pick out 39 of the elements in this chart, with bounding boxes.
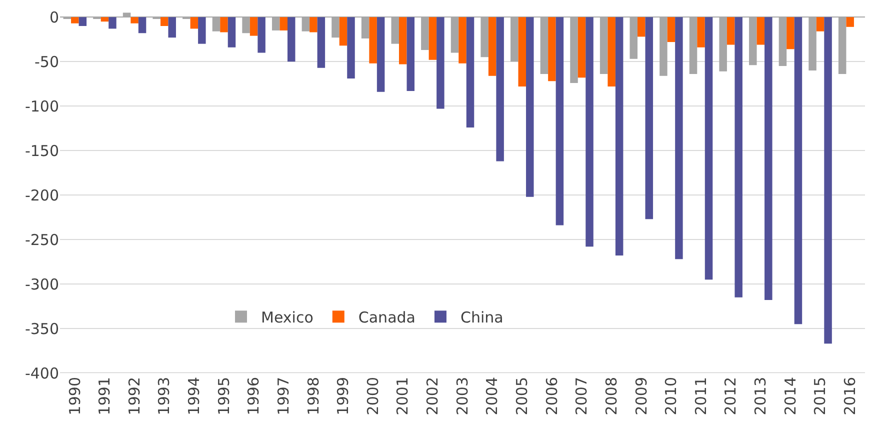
x-tick-label: 1997	[274, 377, 292, 416]
y-tick-label: -400	[24, 364, 59, 382]
y-tick-label: 0	[49, 8, 59, 26]
x-tick-label: 1993	[155, 377, 174, 416]
x-tick-label: 2003	[453, 377, 472, 416]
x-tick-label: 2002	[424, 377, 442, 416]
x-tick-label: 2011	[692, 377, 710, 416]
x-tick-label: 1995	[214, 377, 233, 416]
x-tick-label: 2015	[811, 377, 830, 416]
legend-label: Mexico	[261, 308, 314, 326]
x-tick-label: 2010	[662, 377, 680, 416]
x-tick-label: 2016	[840, 377, 859, 416]
x-tick-label: 2000	[364, 377, 382, 416]
x-tick-label: 2008	[602, 377, 620, 416]
y-tick-label: -150	[24, 142, 59, 160]
x-tick-label: 1999	[334, 377, 352, 416]
x-tick-label: 2009	[632, 377, 650, 416]
legend-label: China	[460, 308, 504, 326]
legend-label: Canada	[358, 308, 416, 326]
x-tick-label: 2004	[483, 377, 502, 416]
y-tick-label: -300	[24, 275, 59, 294]
x-tick-label: 2014	[781, 377, 800, 416]
y-tick-label: -50	[34, 52, 59, 71]
x-tick-label: 2007	[572, 377, 591, 416]
x-tick-label: 1996	[244, 377, 263, 416]
x-tick-label: 1991	[96, 377, 114, 416]
x-tick-label: 1994	[185, 377, 204, 416]
y-tick-label: -100	[24, 97, 59, 116]
y-tick-label: -250	[24, 230, 59, 249]
x-tick-label: 1990	[66, 377, 84, 416]
x-tick-label: 2013	[752, 377, 770, 416]
x-tick-label: 1992	[125, 377, 144, 416]
x-tick-label: 2006	[542, 377, 561, 416]
y-tick-label: -350	[24, 320, 59, 338]
y-tick-label: -200	[24, 186, 59, 204]
x-tick-label: 2012	[722, 377, 740, 416]
x-tick-label: 2005	[513, 377, 532, 416]
x-tick-label: 2001	[394, 377, 412, 416]
x-tick-label: 1998	[304, 377, 322, 416]
